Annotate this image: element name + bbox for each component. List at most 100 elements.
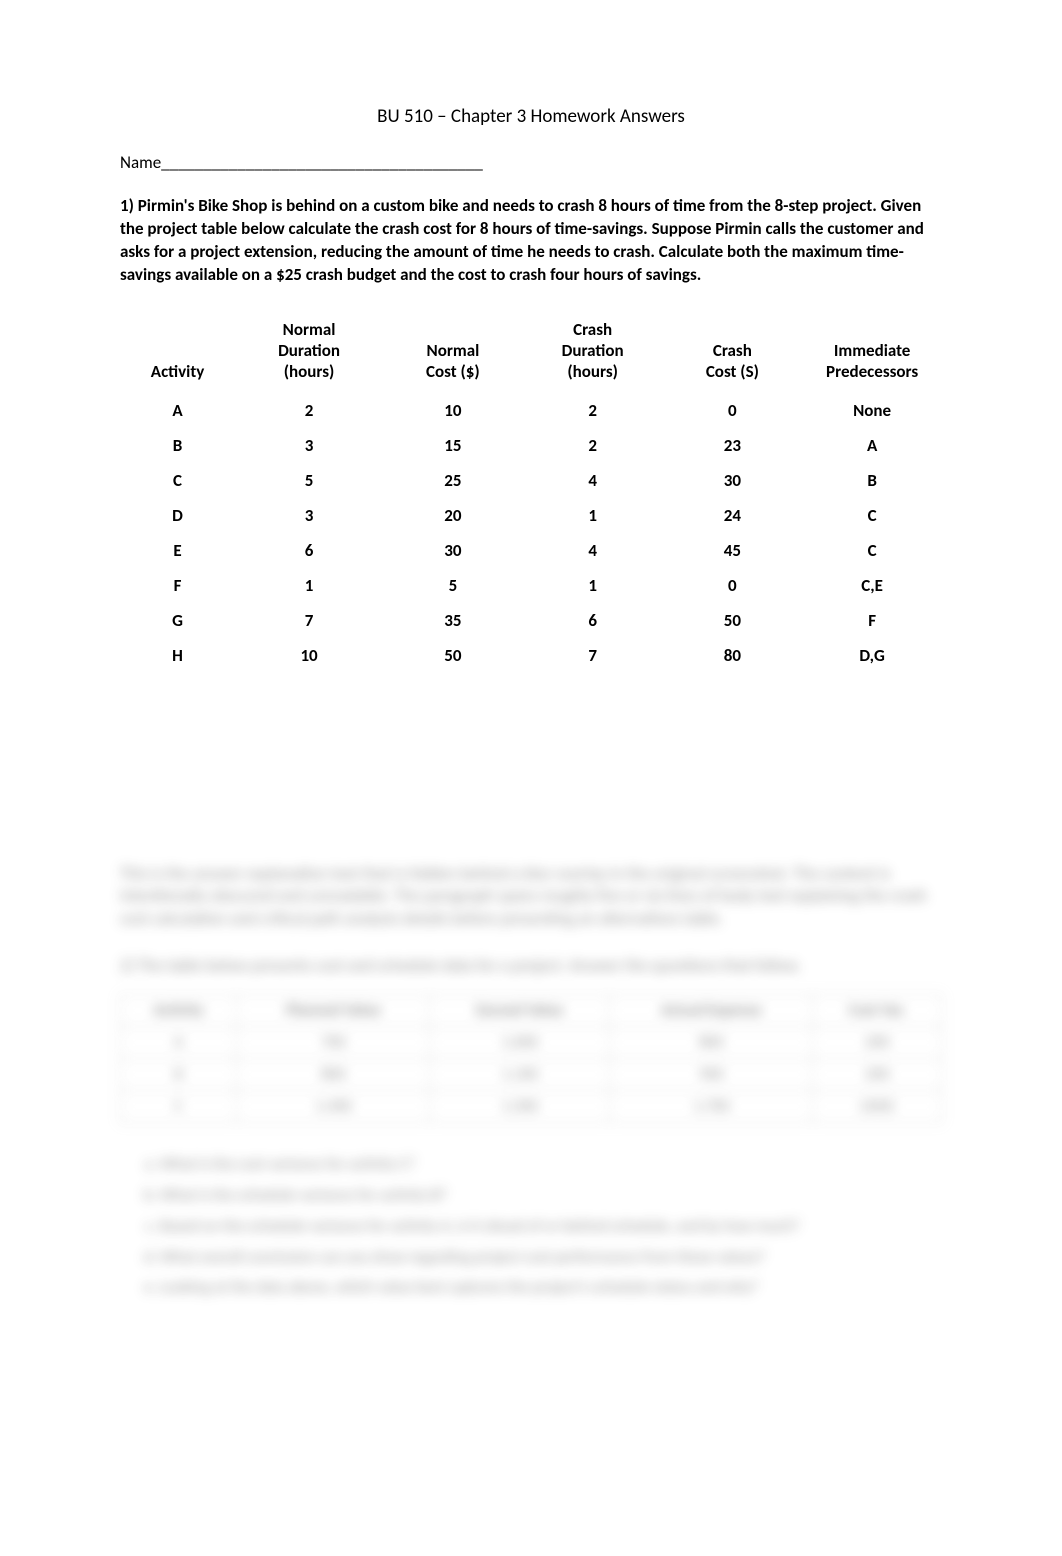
locked-td: 1,700 — [610, 1091, 813, 1123]
table-cell-activity: C — [120, 463, 235, 498]
table-cell-ncost: 50 — [383, 638, 523, 673]
th-normal-duration: NormalDuration(hours) — [235, 315, 383, 393]
locked-table-row: C1,4001,5001,700(200) — [121, 1091, 942, 1123]
table-cell-ccost: 30 — [663, 463, 803, 498]
table-cell-cdur: 2 — [523, 393, 663, 428]
locked-table-body: A7001,000800200B8001,100900200C1,4001,50… — [121, 1027, 942, 1123]
locked-th: Earned Value — [430, 995, 610, 1027]
table-row: F1510C,E — [120, 568, 942, 603]
table-cell-ncost: 5 — [383, 568, 523, 603]
table-cell-activity: A — [120, 393, 235, 428]
question-1-text: 1) Pirmin's Bike Shop is behind on a cus… — [120, 195, 942, 287]
table-row: D320124C — [120, 498, 942, 533]
table-cell-cdur: 1 — [523, 498, 663, 533]
table-cell-pred: D,G — [802, 638, 942, 673]
table-cell-ndur: 10 — [235, 638, 383, 673]
locked-table: ActivityPlanned ValueEarned ValueActual … — [120, 994, 942, 1123]
locked-td: 200 — [813, 1059, 942, 1091]
table-row: E630445C — [120, 533, 942, 568]
th-normal-cost: NormalCost ($) — [383, 315, 523, 393]
table-cell-pred: A — [802, 428, 942, 463]
table-cell-ndur: 3 — [235, 428, 383, 463]
locked-td: C — [121, 1091, 237, 1123]
table-cell-pred: C — [802, 498, 942, 533]
table-cell-cdur: 6 — [523, 603, 663, 638]
table-cell-ndur: 3 — [235, 498, 383, 533]
locked-list-item: What is the cost variance for activity C… — [160, 1153, 942, 1178]
locked-list-item: Based on the schedule variance for activ… — [160, 1215, 942, 1240]
locked-td: A — [121, 1027, 237, 1059]
locked-td: 200 — [813, 1027, 942, 1059]
table-cell-pred: C,E — [802, 568, 942, 603]
locked-td: 1,000 — [430, 1027, 610, 1059]
locked-th: Planned Value — [237, 995, 430, 1027]
locked-list-item: What overall conclusion can you draw reg… — [160, 1246, 942, 1271]
table-cell-ncost: 30 — [383, 533, 523, 568]
locked-paragraph: This is the answer explanation text that… — [120, 863, 942, 932]
table-row: A21020None — [120, 393, 942, 428]
table-cell-cdur: 4 — [523, 463, 663, 498]
locked-td: 800 — [237, 1059, 430, 1091]
locked-table-row: B8001,100900200 — [121, 1059, 942, 1091]
table-row: H1050780D,G — [120, 638, 942, 673]
table-cell-cdur: 2 — [523, 428, 663, 463]
table-cell-activity: E — [120, 533, 235, 568]
th-predecessors: ImmediatePredecessors — [802, 315, 942, 393]
locked-td: B — [121, 1059, 237, 1091]
table-cell-ndur: 1 — [235, 568, 383, 603]
table-cell-ncost: 20 — [383, 498, 523, 533]
table-cell-ccost: 24 — [663, 498, 803, 533]
table-cell-activity: D — [120, 498, 235, 533]
table-cell-ndur: 6 — [235, 533, 383, 568]
table-cell-ccost: 0 — [663, 393, 803, 428]
th-crash-duration: CrashDuration(hours) — [523, 315, 663, 393]
table-cell-ncost: 25 — [383, 463, 523, 498]
th-activity: Activity — [120, 315, 235, 393]
table-cell-ccost: 45 — [663, 533, 803, 568]
locked-td: 1,400 — [237, 1091, 430, 1123]
locked-table-row: A7001,000800200 — [121, 1027, 942, 1059]
table-cell-ncost: 15 — [383, 428, 523, 463]
locked-th: Cost Var. — [813, 995, 942, 1027]
table-cell-ccost: 23 — [663, 428, 803, 463]
table-row: C525430B — [120, 463, 942, 498]
table-body: A21020NoneB315223AC525430BD320124CE63044… — [120, 393, 942, 673]
locked-content: This is the answer explanation text that… — [120, 863, 942, 1302]
table-header-row: Activity NormalDuration(hours) NormalCos… — [120, 315, 942, 393]
name-label: Name____________________________________… — [120, 152, 942, 173]
table-cell-activity: B — [120, 428, 235, 463]
table-cell-activity: F — [120, 568, 235, 603]
table-cell-ncost: 35 — [383, 603, 523, 638]
page-title: BU 510 – Chapter 3 Homework Answers — [120, 105, 942, 128]
table-cell-ndur: 7 — [235, 603, 383, 638]
project-table: Activity NormalDuration(hours) NormalCos… — [120, 315, 942, 673]
locked-td: 800 — [610, 1027, 813, 1059]
table-cell-cdur: 4 — [523, 533, 663, 568]
table-cell-pred: B — [802, 463, 942, 498]
table-cell-ncost: 10 — [383, 393, 523, 428]
locked-question-list: What is the cost variance for activity C… — [120, 1153, 942, 1301]
table-cell-ccost: 0 — [663, 568, 803, 603]
table-row: B315223A — [120, 428, 942, 463]
locked-th: Activity — [121, 995, 237, 1027]
table-cell-ndur: 5 — [235, 463, 383, 498]
locked-list-item: Looking at the data above, which value b… — [160, 1276, 942, 1301]
locked-td: 1,500 — [430, 1091, 610, 1123]
locked-table-header-row: ActivityPlanned ValueEarned ValueActual … — [121, 995, 942, 1027]
table-cell-pred: F — [802, 603, 942, 638]
table-cell-activity: H — [120, 638, 235, 673]
locked-td: 900 — [610, 1059, 813, 1091]
locked-th: Actual Expense — [610, 995, 813, 1027]
th-crash-cost: CrashCost (S) — [663, 315, 803, 393]
table-cell-pred: C — [802, 533, 942, 568]
table-row: G735650F — [120, 603, 942, 638]
table-cell-pred: None — [802, 393, 942, 428]
locked-question-2: 2) The table below presents cost and sch… — [120, 955, 942, 978]
table-cell-ccost: 50 — [663, 603, 803, 638]
locked-td: (200) — [813, 1091, 942, 1123]
table-cell-ccost: 80 — [663, 638, 803, 673]
locked-list-item: What is the schedule variance for activi… — [160, 1184, 942, 1209]
table-cell-cdur: 1 — [523, 568, 663, 603]
table-cell-ndur: 2 — [235, 393, 383, 428]
locked-td: 1,100 — [430, 1059, 610, 1091]
